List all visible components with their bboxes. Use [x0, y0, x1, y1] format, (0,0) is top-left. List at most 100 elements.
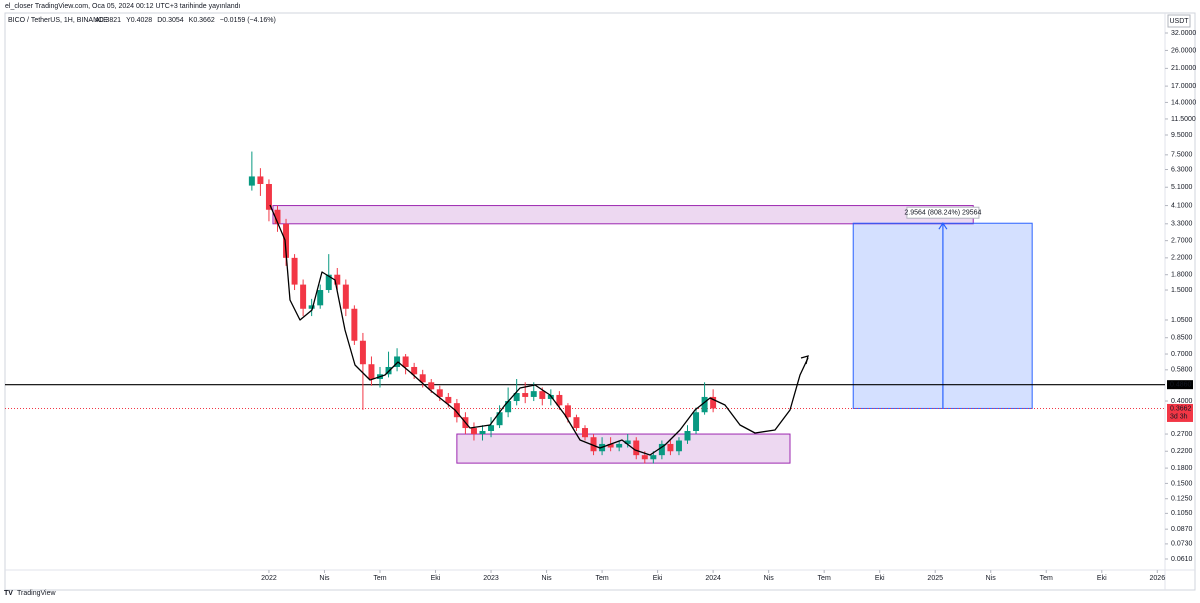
legend-value: K0.3662 — [189, 17, 215, 24]
x-tick-label: Tem — [818, 575, 831, 582]
candle-body — [342, 284, 349, 309]
price-label: 0.4860 — [1170, 382, 1192, 389]
candle-body — [445, 396, 452, 404]
candle-body — [368, 364, 375, 379]
y-tick-label: 0.1800 — [1171, 465, 1193, 472]
x-tick-label: Nis — [986, 575, 997, 582]
candle-body — [667, 443, 674, 452]
y-tick-label: 0.0610 — [1171, 556, 1193, 563]
candle-body — [710, 396, 717, 409]
candle-body — [300, 284, 307, 309]
candle-body — [513, 393, 520, 402]
price-label-box — [1167, 403, 1193, 422]
y-tick-label: 1.5000 — [1171, 287, 1193, 294]
y-tick-label: 0.2700 — [1171, 431, 1193, 438]
legend-value: Y0.4028 — [126, 17, 152, 24]
candle-body — [582, 428, 588, 438]
x-tick-label: Nis — [764, 575, 775, 582]
projection-label-box — [906, 206, 980, 219]
y-tick-label: 0.8500 — [1171, 335, 1193, 342]
candle-body — [325, 274, 332, 291]
candle-body — [470, 428, 477, 435]
candle-body — [265, 184, 272, 210]
candle-body — [590, 437, 597, 452]
legend-value: D0.3054 — [157, 17, 184, 24]
countdown: 3d 3h — [1170, 413, 1188, 420]
candle-body — [633, 440, 640, 456]
candle-body — [624, 440, 631, 444]
x-tick-label: 2026 — [1150, 575, 1166, 582]
candle-body — [359, 340, 366, 365]
candle-body — [334, 274, 341, 285]
x-tick-label: Tem — [373, 575, 386, 582]
frame — [4, 12, 1196, 591]
candle-body — [411, 366, 418, 375]
x-tick-label: Eki — [875, 575, 885, 582]
candle-body — [488, 425, 495, 431]
candle-body — [496, 412, 503, 426]
y-tick-label: 14.0000 — [1171, 99, 1196, 106]
x-tick-label: Tem — [595, 575, 608, 582]
candle-body — [616, 443, 623, 448]
y-tick-label: 3.3000 — [1171, 221, 1193, 228]
candle-body — [351, 308, 358, 341]
currency: USDT — [1169, 18, 1189, 25]
y-tick-label: 6.3000 — [1171, 166, 1193, 173]
y-tick-label: 26.0000 — [1171, 47, 1196, 54]
y-tick-label: 32.0000 — [1171, 30, 1196, 37]
x-tick-label: Eki — [431, 575, 441, 582]
candle-body — [684, 430, 691, 441]
candle-body — [291, 257, 298, 285]
sketch-arrowhead — [800, 355, 809, 365]
x-tick-label: Tem — [1040, 575, 1053, 582]
candle-body — [675, 440, 682, 452]
candle-body — [505, 401, 512, 413]
y-tick-label: 21.0000 — [1171, 65, 1196, 72]
x-tick-label: 2025 — [927, 575, 943, 582]
brand: TradingView — [17, 590, 56, 597]
y-tick-label: 0.0870 — [1171, 526, 1193, 533]
candle-body — [436, 389, 443, 397]
x-tick-label: 2022 — [261, 575, 277, 582]
currency-box — [1167, 14, 1191, 28]
zone — [456, 433, 791, 464]
candle-body — [641, 455, 648, 460]
logo-mark: TV — [4, 590, 13, 597]
candle-body — [419, 374, 426, 383]
x-tick-label: Nis — [541, 575, 552, 582]
candle-body — [479, 430, 486, 435]
candle-body — [650, 455, 657, 460]
projection-arrowhead — [938, 222, 948, 230]
y-tick-label: 0.0730 — [1171, 541, 1193, 548]
y-tick-label: 17.0000 — [1171, 83, 1196, 90]
candle-body — [317, 290, 324, 306]
y-tick-label: 0.4000 — [1171, 398, 1193, 405]
price-label: 0.3662 — [1170, 405, 1192, 412]
x-tick-label: Nis — [319, 575, 330, 582]
y-tick-label: 1.0500 — [1171, 317, 1193, 324]
legend-value: −0.0159 (−4.16%) — [220, 17, 276, 24]
zone — [272, 205, 974, 225]
y-tick-label: 5.1000 — [1171, 184, 1193, 191]
candle-body — [257, 176, 264, 185]
x-tick-label: 2023 — [483, 575, 499, 582]
candle-body — [693, 412, 700, 431]
projection-label: 2.9564 (808.24%) 29564 — [904, 210, 981, 217]
candle-body — [607, 443, 614, 448]
price-label-box — [1167, 380, 1193, 390]
y-tick-label: 2.2000 — [1171, 255, 1193, 262]
candle-body — [394, 356, 401, 367]
candle-body — [453, 403, 460, 418]
y-tick-label: 4.1000 — [1171, 202, 1193, 209]
legend-symbol: BICO / TetherUS, 1H, BINANCE — [8, 17, 108, 24]
candle-body — [573, 417, 580, 429]
x-tick-label: Eki — [653, 575, 663, 582]
candle-body — [248, 176, 255, 186]
candle-body — [556, 394, 563, 406]
y-tick-label: 0.1500 — [1171, 480, 1193, 487]
published: el_closer TradingView.com, Oca 05, 2024 … — [5, 3, 241, 10]
candle-body — [428, 382, 435, 390]
candle-body — [308, 305, 315, 309]
candle-body — [283, 223, 290, 258]
